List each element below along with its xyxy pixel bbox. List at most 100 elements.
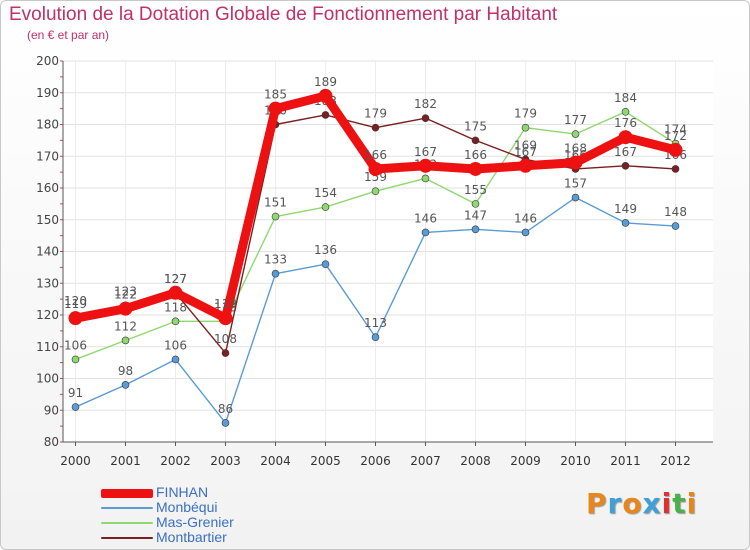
legend-swatch <box>101 522 153 524</box>
data-label: 189 <box>314 75 337 89</box>
data-point <box>671 165 680 173</box>
data-point <box>271 269 280 278</box>
data-label: 108 <box>214 332 237 346</box>
data-label: 167 <box>514 145 537 159</box>
data-label: 155 <box>464 183 487 197</box>
data-label: 122 <box>114 288 137 302</box>
data-label: 179 <box>364 107 387 121</box>
data-point <box>218 311 233 326</box>
legend-item: FINHAN <box>101 485 301 500</box>
legend-item: Montbartier <box>101 530 301 545</box>
data-point <box>71 355 80 364</box>
data-label: 149 <box>614 202 637 216</box>
data-point <box>521 123 530 132</box>
data-point <box>468 161 483 176</box>
data-point <box>168 285 183 300</box>
x-tick-label: 2008 <box>460 454 491 468</box>
data-label: 176 <box>614 116 637 130</box>
data-point <box>271 212 280 221</box>
data-point <box>418 158 433 173</box>
data-point <box>71 403 80 411</box>
data-point <box>518 158 533 173</box>
data-point <box>471 136 480 145</box>
y-tick-label: 120 <box>36 308 59 322</box>
data-label: 148 <box>664 205 687 219</box>
data-label: 113 <box>364 316 387 330</box>
y-tick-label: 140 <box>36 245 59 259</box>
data-point <box>621 219 630 227</box>
legend: FINHAN Monbéqui Mas-Grenier Montbartier <box>101 485 301 545</box>
data-label: 98 <box>118 364 133 378</box>
data-point <box>668 142 683 157</box>
data-point <box>571 130 580 138</box>
y-tick-label: 90 <box>44 403 59 417</box>
data-point <box>568 155 583 170</box>
data-point <box>221 349 230 357</box>
data-point <box>371 187 380 195</box>
legend-label: Montbartier <box>156 529 227 545</box>
data-label: 177 <box>564 113 587 127</box>
data-label: 106 <box>164 338 187 352</box>
legend-label: FINHAN <box>156 484 209 500</box>
data-label: 166 <box>464 148 487 162</box>
chart-title: Evolution de la Dotation Globale de Fonc… <box>9 4 558 25</box>
y-tick-label: 100 <box>36 372 59 386</box>
y-tick-label: 150 <box>36 213 59 227</box>
legend-swatch <box>101 537 153 539</box>
data-label: 146 <box>514 211 537 225</box>
data-point <box>321 260 330 269</box>
data-label: 136 <box>314 243 337 257</box>
x-tick-label: 2004 <box>260 454 291 468</box>
y-tick-label: 180 <box>36 118 59 132</box>
legend-swatch <box>101 489 153 498</box>
x-tick-label: 2001 <box>110 454 141 468</box>
legend-label: Mas-Grenier <box>156 514 234 530</box>
x-tick-label: 2009 <box>510 454 541 468</box>
data-point <box>621 108 630 116</box>
data-point <box>421 228 430 237</box>
data-point <box>371 333 380 342</box>
logo-letter: P <box>586 487 608 520</box>
data-point <box>421 114 430 122</box>
data-label: 166 <box>364 148 387 162</box>
data-point <box>321 111 330 119</box>
data-point <box>421 174 430 183</box>
x-tick-label: 2010 <box>560 454 591 468</box>
legend-item: Mas-Grenier <box>101 515 301 530</box>
data-label: 172 <box>664 129 687 143</box>
data-point <box>321 203 330 211</box>
data-label: 167 <box>414 145 437 159</box>
data-point <box>371 123 380 132</box>
y-tick-label: 190 <box>36 86 59 100</box>
data-label: 127 <box>164 272 187 286</box>
y-tick-label: 200 <box>36 54 59 68</box>
data-label: 91 <box>68 386 83 400</box>
y-tick-label: 160 <box>36 181 59 195</box>
x-tick-label: 2007 <box>410 454 441 468</box>
data-label: 179 <box>514 107 537 121</box>
data-label: 112 <box>114 319 137 333</box>
data-point <box>621 161 630 170</box>
data-label: 182 <box>414 97 437 111</box>
y-tick-label: 130 <box>36 276 59 290</box>
data-point <box>171 317 180 326</box>
data-point <box>618 130 633 145</box>
x-tick-label: 2005 <box>310 454 341 468</box>
data-label: 127 <box>164 272 187 286</box>
data-point <box>118 301 133 316</box>
y-tick-label: 110 <box>36 340 59 354</box>
logo-letter: x <box>642 487 662 520</box>
x-tick-label: 2002 <box>160 454 191 468</box>
data-label: 175 <box>464 119 487 133</box>
data-point <box>571 193 580 202</box>
data-label: 185 <box>264 88 287 102</box>
x-tick-label: 2000 <box>60 454 91 468</box>
proxiti-logo: Proxiti <box>586 487 697 520</box>
data-label: 147 <box>464 208 487 222</box>
data-label: 174 <box>664 123 687 137</box>
data-point <box>171 355 180 364</box>
data-label: 86 <box>218 402 233 416</box>
data-point <box>268 101 283 116</box>
